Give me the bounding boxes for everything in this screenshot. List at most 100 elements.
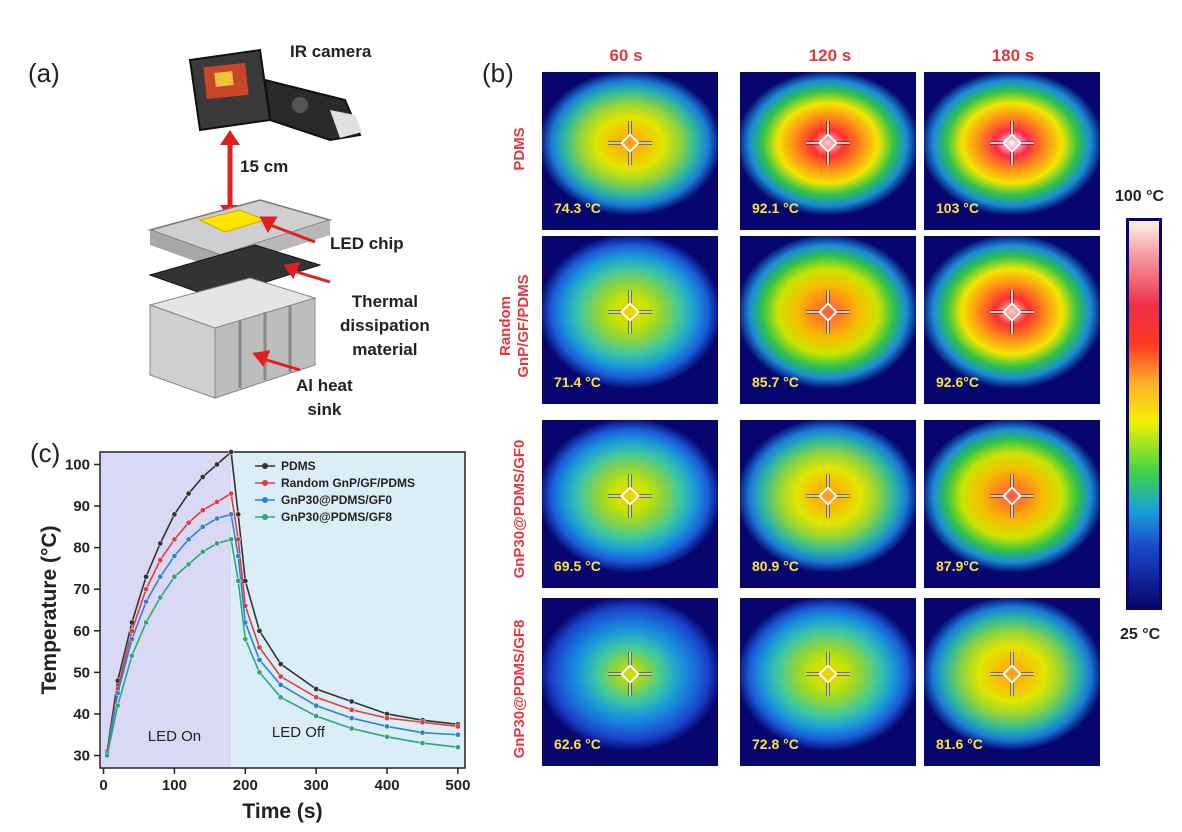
- data-point: [171, 536, 178, 543]
- thermal-image: 85.7 °C: [740, 236, 916, 404]
- y-tick-label: 50: [73, 664, 90, 681]
- data-point: [256, 669, 263, 676]
- distance-label: 15 cm: [240, 157, 289, 176]
- y-axis-label: Temperature (°C): [38, 525, 61, 694]
- x-tick-label: 200: [233, 777, 258, 794]
- legend-entry: GnP30@PDMS/GF8: [281, 510, 392, 524]
- crosshair-icon: [608, 651, 652, 696]
- data-point: [313, 713, 320, 719]
- y-tick-label: 60: [73, 623, 90, 640]
- led-on-label: LED On: [148, 728, 201, 745]
- temperature-readout: 81.6 °C: [936, 736, 983, 752]
- data-point: [384, 723, 390, 730]
- thermal-image: 71.4 °C: [542, 236, 718, 404]
- y-tick-label: 30: [73, 748, 90, 765]
- data-point: [277, 681, 284, 688]
- data-point: [143, 573, 149, 580]
- data-point: [228, 511, 234, 518]
- y-tick-label: 70: [73, 581, 90, 598]
- data-point: [157, 540, 164, 547]
- colorbar-max-label: 100 °C: [1115, 188, 1165, 205]
- data-point: [199, 474, 206, 480]
- y-tick-label: 40: [73, 706, 90, 723]
- led-chip-label: LED chip: [330, 234, 404, 253]
- data-point: [157, 594, 164, 601]
- colorbar-min-label: 25 °C: [1120, 626, 1161, 643]
- x-tick-label: 100: [162, 777, 187, 794]
- time-label-120: 120 s: [808, 46, 852, 65]
- data-point: [277, 673, 284, 680]
- data-point: [235, 553, 242, 559]
- thermal-image: 87.9°C: [924, 420, 1100, 588]
- data-point: [114, 690, 121, 697]
- data-point: [348, 725, 355, 732]
- data-point: [455, 731, 461, 738]
- temperature-readout: 72.8 °C: [752, 736, 799, 752]
- data-point: [157, 573, 164, 580]
- temperature-readout: 92.1 °C: [752, 200, 799, 216]
- legend-entry: Random GnP/GF/PDMS: [281, 476, 415, 490]
- crosshair-icon: [990, 289, 1034, 334]
- y-tick-label: 90: [73, 498, 90, 515]
- x-tick-label: 500: [445, 777, 470, 794]
- heat-sink-label: Al heat sink: [296, 376, 353, 419]
- thermal-image: 69.5 °C: [542, 420, 718, 588]
- y-tick-label: 80: [73, 540, 90, 557]
- legend-marker: [262, 480, 268, 486]
- data-point: [214, 515, 220, 522]
- data-point: [171, 553, 178, 559]
- crosshair-icon: [806, 473, 850, 518]
- data-point: [313, 686, 320, 692]
- data-point: [104, 752, 110, 759]
- x-axis-label: Time (s): [242, 800, 322, 823]
- data-point: [256, 627, 263, 634]
- temperature-readout: 62.6 °C: [554, 736, 601, 752]
- row-label-gf0: GnP30@PDMS/GF0: [511, 439, 528, 579]
- data-point: [348, 706, 355, 713]
- crosshair-icon: [608, 289, 652, 334]
- thermal-image: 92.6°C: [924, 236, 1100, 404]
- data-point: [157, 557, 164, 563]
- crosshair-icon: [990, 121, 1034, 166]
- y-tick-label: 100: [65, 456, 90, 473]
- data-point: [143, 598, 149, 605]
- crosshair-icon: [806, 651, 850, 696]
- data-point: [214, 461, 220, 468]
- data-point: [419, 740, 426, 746]
- data-point: [214, 540, 220, 547]
- data-point: [419, 719, 426, 726]
- callout-arrows-icon: [252, 216, 331, 372]
- data-point: [455, 744, 461, 751]
- thermal-image: 62.6 °C: [542, 598, 718, 766]
- thermal-image: 81.6 °C: [924, 598, 1100, 766]
- crosshair-icon: [990, 651, 1034, 696]
- data-point: [235, 511, 242, 518]
- legend-marker: [262, 514, 268, 520]
- shaded-region: [231, 452, 465, 768]
- data-point: [228, 536, 234, 543]
- temperature-readout: 92.6°C: [936, 374, 979, 390]
- temperature-readout: 103 °C: [936, 200, 979, 216]
- legend-marker: [262, 497, 268, 503]
- data-point: [277, 694, 284, 701]
- thermal-image: 92.1 °C: [740, 72, 916, 230]
- thermal-sheet-icon: [148, 244, 322, 299]
- row-label-pdms: PDMS: [511, 127, 528, 171]
- led-off-label: LED Off: [272, 724, 326, 741]
- time-label-180: 180 s: [991, 46, 1035, 65]
- x-tick-label: 400: [375, 777, 400, 794]
- data-point: [171, 573, 178, 580]
- data-point: [199, 548, 206, 555]
- data-point: [256, 644, 263, 651]
- thermal-image: 80.9 °C: [740, 420, 916, 588]
- x-tick-label: 300: [304, 777, 329, 794]
- x-tick-label: 0: [99, 777, 107, 794]
- data-point: [199, 523, 206, 530]
- data-point: [185, 519, 192, 526]
- thermal-image: 72.8 °C: [740, 598, 916, 766]
- data-point: [114, 702, 121, 709]
- data-point: [185, 536, 192, 543]
- row-label-gf8: GnP30@PDMS/GF8: [511, 619, 528, 759]
- data-point: [419, 729, 426, 736]
- data-point: [242, 636, 249, 642]
